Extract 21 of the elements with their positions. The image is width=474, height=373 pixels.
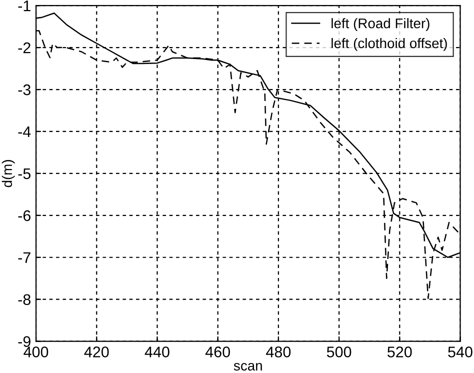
y-tick-label: -1	[18, 0, 30, 12]
x-tick-label: 520	[388, 346, 412, 358]
x-tick-label: 400	[24, 346, 48, 358]
x-tick-label: 540	[448, 346, 472, 358]
y-axis-title: d(m)	[2, 160, 15, 188]
legend-label: left (Road Filter)	[332, 18, 430, 32]
x-axis-title: scan	[234, 362, 262, 371]
legend-label: left (clothoid offset)	[332, 38, 447, 51]
x-tick-label: 440	[144, 346, 170, 358]
x-tick-label: 480	[266, 346, 291, 358]
x-tick-label: 420	[84, 346, 109, 358]
y-tick-label: -2	[18, 42, 30, 54]
y-tick-label: -8	[18, 294, 30, 306]
x-tick-label: 500	[326, 346, 352, 358]
y-tick-label: -6	[18, 210, 30, 222]
x-tick-label: 460	[205, 346, 230, 358]
y-tick-label: -5	[18, 168, 31, 180]
y-tick-label: -7	[18, 252, 30, 263]
y-tick-label: -3	[18, 84, 30, 96]
y-tick-label: -9	[18, 336, 30, 347]
y-tick-label: -4	[18, 126, 31, 138]
